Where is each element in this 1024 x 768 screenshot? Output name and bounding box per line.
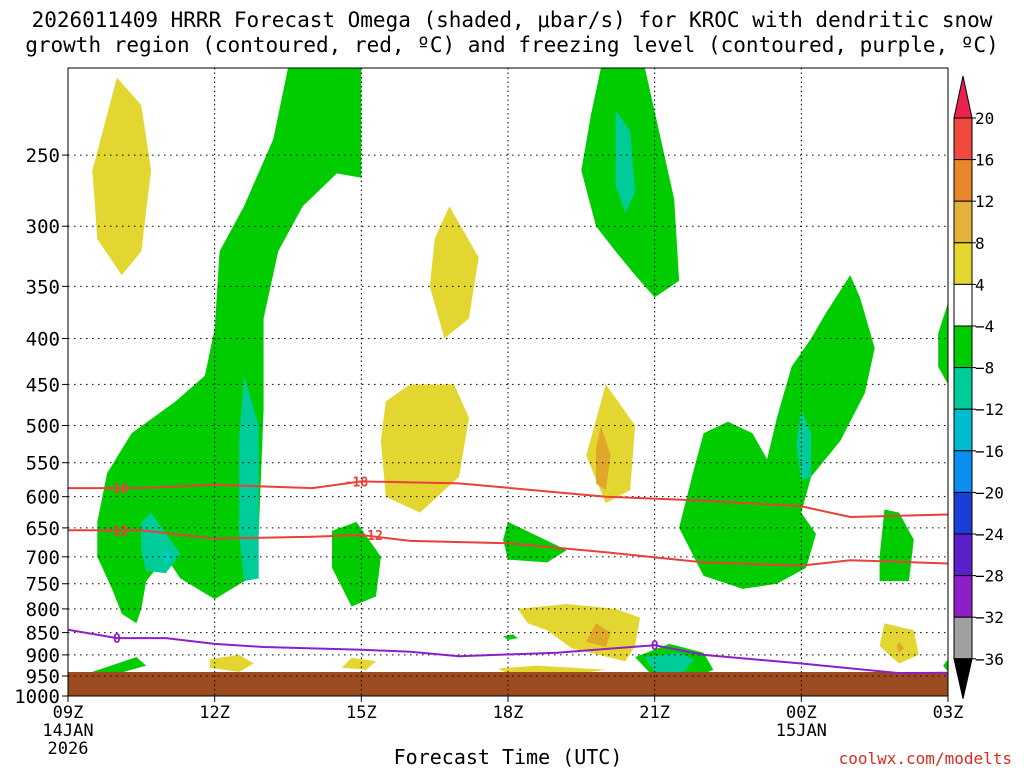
colorbar-label-5: −4 [975,317,994,336]
colorbar-label-6: −8 [975,359,994,378]
colorbar-band-8 [953,408,973,452]
colorbar-label-2: 12 [975,192,994,211]
colorbar-band-7 [953,367,973,410]
omega-region-green-right-2 [879,509,914,582]
omega-region-teal-5 [644,652,694,672]
colorbar-label-11: −28 [975,567,1004,586]
x-tick-label-18Z: 18Z [493,703,524,723]
y-tick-label-750: 750 [26,574,60,596]
contour-dgz-minus18 [68,480,948,519]
x-tick-label-03Z: 03Z [933,703,964,723]
y-tick-label-800: 800 [26,599,60,621]
colorbar-band-5 [953,283,973,327]
colorbar-label-1: 16 [975,151,994,170]
omega-region-green-small-2 [943,659,948,672]
omega-region-green-mid-1 [332,521,381,607]
omega-region-teal-1 [141,512,181,574]
title-line-2: growth region (contoured, red, ºC) and f… [25,33,999,57]
y-tick-label-350: 350 [26,276,60,298]
colorbar-label-8: −16 [975,442,1004,461]
title-line-1: 2026011409 HRRR Forecast Omega (shaded, … [31,8,993,32]
contour-freezing-0 [68,628,948,675]
x-tick-date-09Z: 14JAN [42,721,93,741]
contour-label-4: 0 [113,632,121,647]
omega-region-green-low-1 [92,657,147,674]
colorbar-label-9: −20 [975,483,1004,502]
omega-region-green-right-edge [938,302,948,385]
site-credit: coolwx.com/modelts [838,749,1012,768]
y-tick-label-500: 500 [26,416,60,438]
y-tick-label-1000: 1000 [14,686,60,708]
omega-region-teal-3 [615,110,636,213]
y-tick-label-600: 600 [26,487,60,509]
omega-region-green-small-1 [503,634,518,640]
colorbar-band-1 [953,117,973,161]
x-tick-label-21Z: 21Z [639,703,670,723]
colorbar-band-11 [953,533,973,577]
pressure-axis: 2503003504004505005506006507007508008509… [14,145,68,708]
omega-region-yellow-8 [341,657,376,670]
colorbar-label-4: 4 [975,275,985,294]
y-tick-label-650: 650 [26,518,60,540]
x-tick-label-15Z: 15Z [346,703,377,723]
colorbar-label-7: −12 [975,400,1004,419]
omega-region-green-mid-2 [503,521,567,563]
y-tick-label-850: 850 [26,623,60,645]
colorbar-band-13 [953,616,973,660]
x-axis-label: Forecast Time (UTC) [394,745,623,768]
colorbar-label-10: −24 [975,525,1004,544]
colorbar-label-3: 8 [975,234,985,253]
omega-region-orange-1 [596,425,611,491]
omega-region-green-main [97,68,362,660]
omega-region-orange-3 [896,641,904,653]
contour-label-1: -18 [345,475,369,490]
y-tick-label-250: 250 [26,145,60,167]
colorbar: 20 16 12 8 4 −4 −8 −12 −16 −20 −24 −28 −32 −36 [953,75,1004,699]
x-tick-date-00Z: 15JAN [776,721,827,741]
omega-region-yellow-2 [429,206,479,339]
contour-layer: -18 -18 -12 -12 0 0 [68,475,948,675]
colorbar-label-13: −36 [975,650,1004,669]
y-tick-label-450: 450 [26,374,60,396]
colorbar-band-2 [953,159,973,202]
colorbar-band-9 [953,450,973,493]
omega-region-green-right-1 [679,275,875,589]
colorbar-label-0: 20 [975,109,994,128]
omega-shading-layer [92,68,948,681]
colorbar-band-4 [953,242,973,285]
omega-region-cyan-1 [163,550,171,566]
colorbar-label-12: −32 [975,608,1004,627]
contour-label-5: 0 [651,639,659,654]
contour-dgz-minus12 [68,529,948,567]
omega-region-yellow-6 [209,654,254,672]
omega-region-yellow-3 [380,384,469,513]
omega-region-orange-2 [586,623,611,647]
omega-region-yellow-4 [586,384,636,504]
omega-region-yellow-1 [92,77,152,276]
x-tick-label-09Z: 09Z [53,703,84,723]
omega-region-yellow-7 [498,665,606,674]
colorbar-band-12 [953,575,973,618]
colorbar-bottom-arrow [953,658,973,699]
colorbar-band-3 [953,200,973,244]
contour-label-2: -12 [105,524,128,539]
y-tick-label-550: 550 [26,453,60,475]
x-tick-label-12Z: 12Z [199,703,230,723]
y-tick-label-900: 900 [26,645,60,667]
y-tick-label-300: 300 [26,216,60,238]
colorbar-band-10 [953,491,973,535]
colorbar-band-6 [953,325,973,369]
colorbar-top-arrow [953,75,973,119]
y-tick-label-950: 950 [26,666,60,688]
y-tick-label-700: 700 [26,547,60,569]
x-tick-year-09Z: 2026 [48,739,89,759]
omega-region-teal-2 [239,375,259,582]
y-tick-label-400: 400 [26,328,60,350]
x-tick-label-00Z: 00Z [786,703,817,723]
contour-label-0: -18 [105,482,129,497]
contour-label-3: -12 [359,529,382,544]
